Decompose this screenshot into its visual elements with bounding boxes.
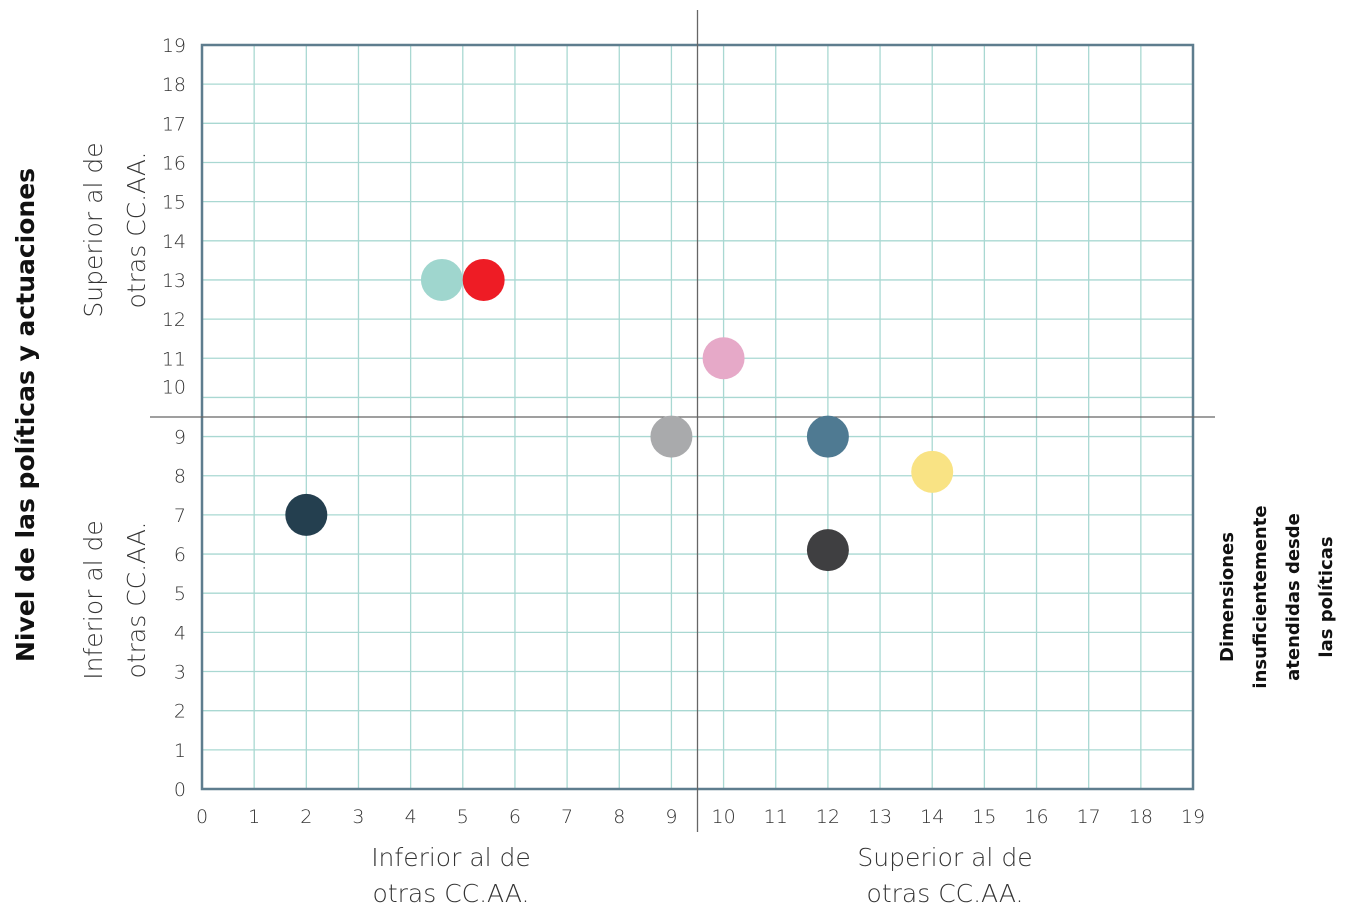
x-tick-label: 14	[920, 806, 944, 828]
x-tick-label: 3	[352, 806, 364, 828]
x-right-label-line-2: otras CC.AA.	[867, 879, 1024, 908]
x-tick-label: 1	[248, 806, 260, 828]
y-tick-label: 14	[162, 231, 186, 253]
y-tick-label: 3	[174, 662, 186, 684]
y-tick-label: 15	[162, 192, 186, 214]
y-upper-label-line-1: Superior al de	[79, 142, 108, 317]
y-tick-label: 1	[174, 740, 186, 762]
x-tick-label: 8	[613, 806, 625, 828]
x-tick-label: 0	[196, 806, 208, 828]
y-axis-title: Nivel de las políticas y actuaciones	[11, 168, 40, 662]
y-tick-label: 8	[174, 466, 186, 488]
y-lower-label-line-1: Inferior al de	[79, 520, 108, 680]
right-title-line-2: insuficientemente	[1250, 505, 1271, 688]
x-tick-label: 7	[561, 806, 573, 828]
y-tick-label: 7	[174, 505, 186, 527]
data-point	[806, 415, 849, 458]
y-tick-label: 5	[174, 583, 186, 605]
right-axis-title: Dimensiones insuficientemente atendidas …	[1217, 505, 1337, 688]
data-points	[285, 258, 954, 572]
x-tick-label: 5	[457, 806, 469, 828]
data-point	[911, 450, 954, 493]
x-right-label-line-1: Superior al de	[857, 843, 1032, 872]
data-point	[420, 258, 463, 301]
x-left-label-line-2: otras CC.AA.	[373, 879, 530, 908]
x-tick-label: 10	[711, 806, 735, 828]
y-tick-label: 17	[162, 113, 186, 135]
x-tick-label: 12	[816, 806, 840, 828]
data-point	[462, 258, 505, 301]
data-point	[702, 337, 745, 380]
x-right-label: Superior al de otras CC.AA.	[857, 843, 1032, 908]
x-tick-label: 6	[509, 806, 521, 828]
y-tick-label: 12	[162, 309, 186, 331]
x-tick-label: 13	[868, 806, 892, 828]
y-tick-label: 9	[174, 427, 186, 449]
x-tick-label: 19	[1181, 806, 1205, 828]
x-tick-label: 2	[300, 806, 312, 828]
x-left-label-line-1: Inferior al de	[371, 843, 531, 872]
y-upper-label: Superior al de otras CC.AA.	[79, 142, 151, 317]
y-tick-label: 10	[162, 376, 186, 398]
y-tick-label: 2	[174, 701, 186, 723]
y-lower-label: Inferior al de otras CC.AA.	[79, 520, 151, 680]
data-point	[650, 415, 693, 458]
data-point	[806, 529, 849, 572]
x-tick-label: 11	[764, 806, 788, 828]
x-tick-label: 16	[1024, 806, 1048, 828]
x-left-label: Inferior al de otras CC.AA.	[371, 843, 531, 908]
y-tick-label: 19	[162, 35, 186, 57]
y-upper-label-line-2: otras CC.AA.	[122, 152, 151, 309]
right-title-line-4: las políticas	[1316, 536, 1337, 657]
x-tick-labels: 0 1 2 3 4 5 6 7 8 9 10 11 12 13 14 15 16 17 18 19	[196, 806, 1205, 828]
x-tick-label: 9	[665, 806, 677, 828]
y-tick-label: 13	[162, 270, 186, 292]
y-lower-label-line-2: otras CC.AA.	[122, 522, 151, 679]
y-tick-label: 4	[174, 622, 186, 644]
right-title-line-3: atendidas desde	[1283, 513, 1304, 681]
right-title-line-1: Dimensiones	[1217, 532, 1238, 662]
x-tick-label: 17	[1077, 806, 1101, 828]
y-tick-label: 11	[162, 348, 186, 370]
data-point	[285, 493, 328, 536]
quadrant-dividers	[150, 10, 1215, 832]
y-tick-label: 0	[174, 779, 186, 801]
y-tick-label: 6	[174, 544, 186, 566]
y-tick-label: 18	[162, 74, 186, 96]
x-tick-label: 15	[972, 806, 996, 828]
x-tick-label: 4	[405, 806, 417, 828]
y-tick-label: 16	[162, 152, 186, 174]
x-tick-label: 18	[1129, 806, 1153, 828]
